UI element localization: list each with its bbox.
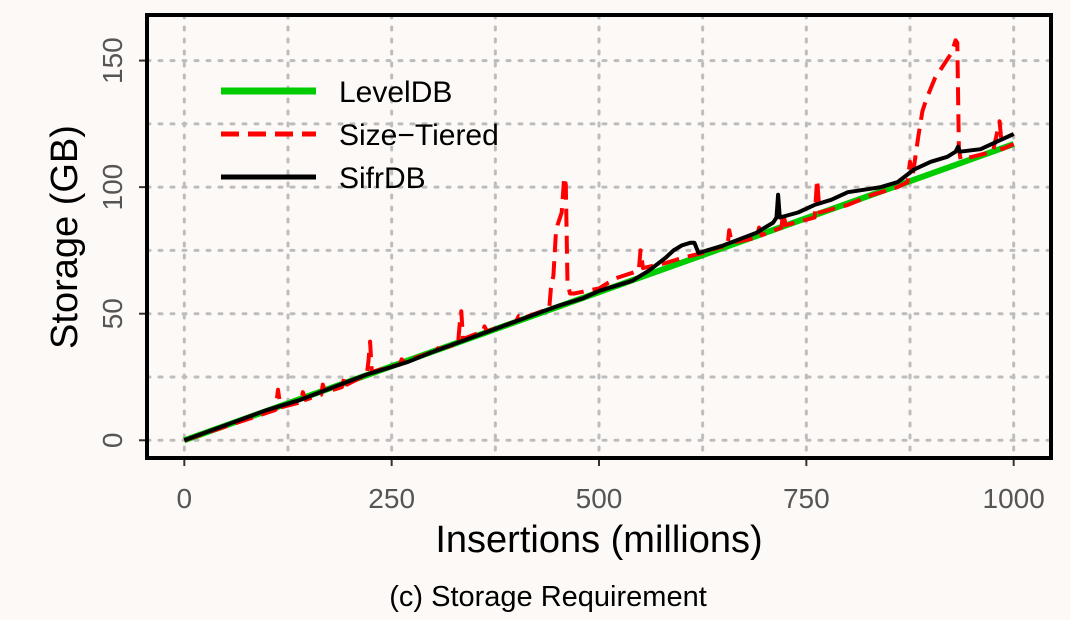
x-axis-title: Insertions (millions) (435, 519, 762, 561)
legend: LevelDB Size−Tiered SifrDB (221, 76, 499, 195)
series-lines (183, 38, 1015, 444)
x-tick-label: 750 (783, 483, 830, 514)
plot-panel-border (145, 13, 1053, 460)
axis-ticks: 0 250 500 750 1000 0 50 100 150 (97, 37, 1045, 514)
grid (145, 13, 1053, 460)
y-tick-label: 150 (97, 37, 128, 84)
y-tick-label: 100 (97, 164, 128, 211)
x-tick-label: 1000 (983, 483, 1045, 514)
legend-label: SifrDB (339, 162, 426, 195)
x-tick-label: 500 (576, 483, 623, 514)
chart-caption: (c) Storage Requirement (389, 581, 707, 613)
y-tick-label: 50 (97, 298, 128, 329)
y-axis-title: Storage (GB) (44, 125, 86, 349)
y-tick-label: 0 (97, 433, 128, 449)
x-tick-label: 0 (177, 483, 193, 514)
x-tick-label: 250 (368, 483, 415, 514)
series-line-sifrdb (183, 132, 1015, 443)
legend-label: LevelDB (339, 76, 452, 109)
series-line-size-tiered (183, 38, 1015, 443)
legend-label: Size−Tiered (339, 119, 499, 152)
